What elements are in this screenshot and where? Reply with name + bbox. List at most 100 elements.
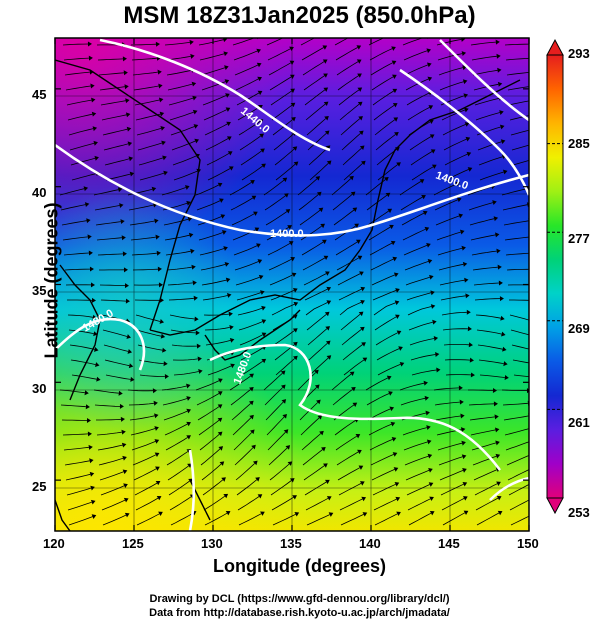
streamline-arrow <box>160 126 165 131</box>
streamline <box>230 389 251 406</box>
streamline <box>60 204 86 211</box>
colorbar-tick-label: 253 <box>568 505 590 520</box>
streamline-arrow <box>384 176 389 182</box>
streamline-arrow <box>458 385 463 391</box>
streamline <box>267 48 291 61</box>
streamline-arrow <box>189 39 194 45</box>
streamline-arrow <box>324 311 330 317</box>
streamline <box>375 332 398 346</box>
streamline-arrow <box>96 376 101 382</box>
streamline-arrow <box>462 481 468 487</box>
streamline-arrow <box>430 304 436 309</box>
streamline <box>97 253 124 256</box>
streamline-arrow <box>468 342 473 348</box>
streamline <box>435 215 460 226</box>
streamline-arrow <box>282 177 288 183</box>
streamline <box>103 344 129 352</box>
streamline-arrow <box>87 431 92 437</box>
streamline-arrow <box>218 446 224 451</box>
streamline <box>503 220 529 226</box>
streamline-arrow <box>428 468 433 473</box>
streamline-arrow <box>389 224 394 230</box>
streamline <box>309 162 329 181</box>
streamline <box>65 85 91 91</box>
streamline <box>103 143 129 151</box>
streamline-arrow <box>324 115 329 121</box>
streamline <box>409 338 435 346</box>
streamline-arrow <box>326 355 332 360</box>
streamline <box>60 404 86 408</box>
streamline-arrow <box>119 403 124 409</box>
streamline <box>232 417 252 436</box>
streamline-arrow <box>197 356 202 362</box>
streamline-arrow <box>314 369 319 375</box>
streamline <box>471 442 497 451</box>
streamline <box>509 115 529 121</box>
streamline-arrow <box>459 229 465 235</box>
streamline <box>505 57 529 61</box>
streamline-arrow <box>86 417 91 423</box>
streamline-arrow <box>427 76 433 82</box>
streamline <box>407 306 432 316</box>
streamline <box>301 241 324 256</box>
streamline <box>404 64 429 76</box>
streamline-arrow <box>321 447 326 452</box>
streamline <box>268 62 292 76</box>
streamline <box>199 433 220 451</box>
streamline <box>442 328 468 331</box>
streamline <box>99 86 125 91</box>
streamline <box>340 514 364 526</box>
streamline-arrow <box>358 311 364 317</box>
streamline-arrow <box>223 246 228 251</box>
streamline-arrow <box>317 415 323 420</box>
streamline <box>469 218 495 226</box>
streamline <box>274 148 295 166</box>
streamline <box>406 92 430 106</box>
streamline-arrow <box>256 48 262 54</box>
streamline <box>272 119 293 136</box>
streamline-arrow <box>158 97 164 103</box>
streamline <box>372 90 394 106</box>
streamline-arrow <box>316 399 321 405</box>
streamline-arrow <box>432 319 437 325</box>
streamline-arrow <box>292 146 298 151</box>
streamline-arrow <box>497 510 503 516</box>
streamline-arrow <box>392 74 397 80</box>
streamline-arrow <box>90 83 95 89</box>
streamline <box>131 441 156 451</box>
streamline <box>66 99 92 106</box>
streamline-arrow <box>198 369 203 374</box>
streamline <box>368 226 391 241</box>
streamline <box>233 245 258 256</box>
streamline <box>198 39 224 46</box>
streamline-arrow <box>358 130 364 136</box>
streamline-arrow <box>533 319 538 324</box>
streamline <box>167 83 193 91</box>
streamline <box>130 236 156 241</box>
streamline-arrow <box>326 286 332 292</box>
streamline <box>474 97 500 106</box>
streamline <box>99 284 126 286</box>
streamline-arrow <box>129 171 135 177</box>
streamline <box>334 225 356 241</box>
streamline <box>63 446 89 451</box>
streamline <box>338 483 362 496</box>
streamline <box>440 483 464 496</box>
streamline <box>510 515 529 526</box>
x-tick-label: 130 <box>201 536 223 551</box>
streamline-arrow <box>494 427 500 433</box>
streamline-arrow <box>328 512 334 517</box>
streamline-arrow <box>126 334 131 339</box>
streamline <box>301 47 324 61</box>
streamline <box>169 314 195 320</box>
streamline <box>206 152 230 166</box>
streamline <box>369 48 393 61</box>
streamline-arrow <box>159 297 164 303</box>
streamline <box>342 344 363 361</box>
streamline-arrow <box>226 121 231 127</box>
streamline <box>169 111 194 121</box>
streamline <box>234 64 259 76</box>
streamline <box>101 499 126 511</box>
streamline <box>408 512 432 526</box>
streamline-arrow <box>429 510 435 516</box>
